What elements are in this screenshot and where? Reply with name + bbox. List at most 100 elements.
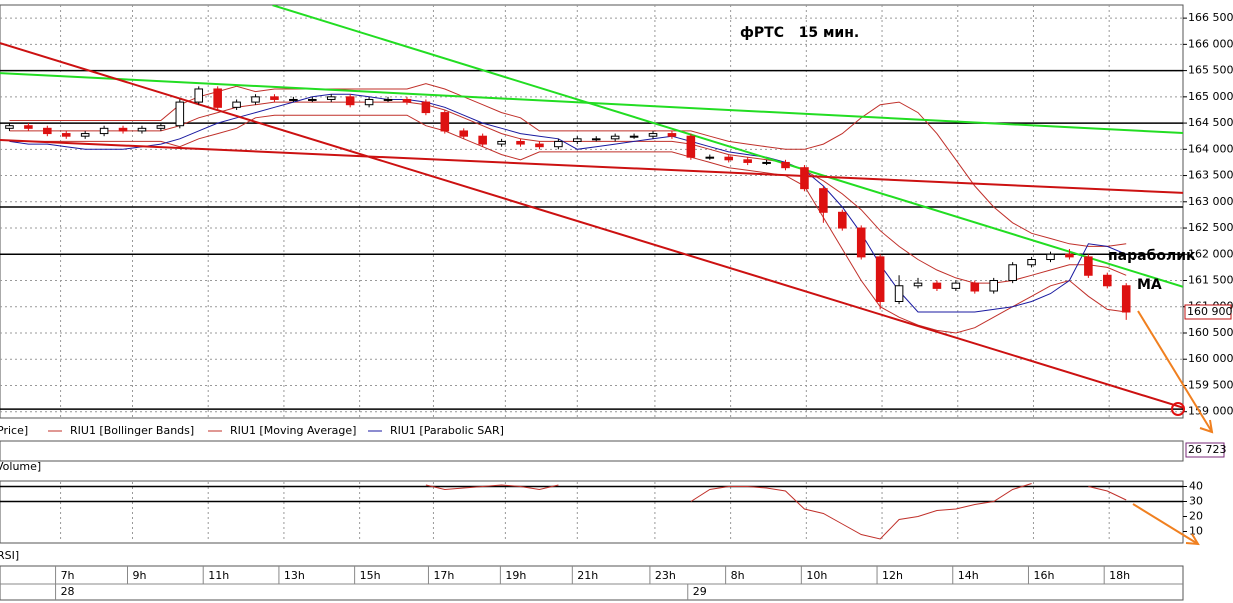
candle-body (913, 282, 923, 287)
rsi-plot (0, 482, 1183, 542)
y-tick-label: 159 500 (1188, 378, 1233, 391)
candle-body (781, 161, 790, 169)
rsi-line (425, 483, 1127, 540)
candle-body (308, 98, 317, 101)
volume-tag (1185, 442, 1225, 458)
candle-body (440, 112, 450, 132)
x-tick-label: 12h (882, 569, 903, 582)
day-label: 29 (693, 585, 707, 598)
candle-body (743, 159, 752, 163)
candle-body (1008, 264, 1017, 282)
legend-label: RIU1 [Moving Average] (230, 424, 356, 437)
panel-label: Volume] (0, 460, 41, 473)
candle-body (251, 96, 260, 103)
marker-circle (1171, 402, 1185, 416)
candle-body (686, 135, 696, 158)
candle-body (838, 211, 847, 229)
candle-body (118, 127, 128, 132)
candle-body (554, 140, 563, 148)
x-tick-label: 15h (360, 569, 381, 582)
time-axis (0, 565, 1184, 601)
x-tick-label: 11h (208, 569, 229, 582)
candle-body (289, 98, 298, 101)
day-label: 28 (61, 585, 75, 598)
y-tick-label: 164 000 (1188, 142, 1233, 155)
candle-body (459, 130, 469, 137)
price-tag-label: 160 900 (1187, 305, 1233, 318)
candle-body (1084, 256, 1093, 276)
candle-body (383, 98, 393, 101)
candle-body (24, 125, 33, 129)
candle-body (43, 127, 52, 135)
candle-body (705, 156, 715, 159)
y-tick-label: 165 500 (1188, 64, 1233, 77)
candle-body (591, 138, 601, 141)
y-tick-label: 164 500 (1188, 116, 1233, 129)
candle-body (970, 282, 980, 292)
candle-body (516, 140, 525, 145)
candle-body (1103, 274, 1112, 287)
candle-body (1065, 253, 1074, 258)
candle-body (5, 125, 14, 129)
candle-body (667, 133, 677, 137)
candle-body (478, 135, 487, 145)
x-tick-label: 10h (806, 569, 827, 582)
candle-body (724, 156, 734, 161)
price-plot (0, 5, 1183, 418)
y-tick-label: 160 500 (1188, 326, 1233, 339)
moving-average (9, 101, 1127, 284)
price-panel (0, 4, 1184, 419)
trend-line (0, 72, 1183, 134)
annotation: MA (1137, 277, 1162, 293)
parabolic-sar (9, 93, 1127, 313)
x-tick-label: 19h (505, 569, 526, 582)
candle-body (345, 96, 355, 106)
arrows (1132, 310, 1214, 546)
candle-body (535, 143, 544, 148)
candle-body (989, 280, 999, 292)
candle-body (194, 88, 204, 103)
y-tick-label: 161 500 (1188, 274, 1233, 287)
candle-body (99, 127, 109, 135)
candle-body (1121, 285, 1131, 313)
candle-body (364, 98, 374, 106)
candle-body (629, 135, 639, 138)
legend-label: RIU1 [Bollinger Bands] (70, 424, 194, 437)
rsi-panel (0, 480, 1184, 544)
candle-body (175, 101, 185, 127)
trend-line (272, 5, 1183, 288)
trend-line (0, 138, 1183, 194)
x-tick-label: 23h (655, 569, 676, 582)
legend-label: RIU1 [Parabolic SAR] (390, 424, 504, 437)
x-tick-label: 8h (731, 569, 745, 582)
panel-label: RSI] (0, 549, 19, 562)
candle-body (762, 161, 771, 164)
price-tag (1184, 304, 1232, 320)
x-tick-label: 7h (61, 569, 75, 582)
candle-body (610, 135, 620, 140)
candle-body (270, 96, 279, 100)
candle-body (800, 167, 809, 190)
candle-body (1046, 253, 1055, 261)
candle-body (573, 138, 582, 142)
candle-body (875, 256, 885, 302)
x-tick-label: 14h (958, 569, 979, 582)
candle-body (1027, 259, 1036, 266)
candle-body (232, 101, 241, 108)
y-tick-label: 165 000 (1188, 90, 1233, 103)
candle-body (648, 133, 658, 137)
y-tick-label: 159 000 (1188, 405, 1233, 418)
trend-line (0, 42, 1183, 409)
rsi-tick-label: 40 (1189, 480, 1203, 493)
candle-body (421, 101, 431, 114)
y-tick-label: 166 500 (1188, 11, 1233, 24)
candle-body (497, 140, 506, 145)
volume-value: 26 723 (1188, 443, 1227, 456)
legend-label: Price] (0, 424, 28, 437)
candle-body (137, 127, 147, 132)
y-tick-label: 166 000 (1188, 37, 1233, 50)
candle-body (951, 282, 961, 289)
y-tick-label: 160 000 (1188, 352, 1233, 365)
candle-body (80, 133, 90, 137)
bollinger-lower (9, 114, 1127, 334)
